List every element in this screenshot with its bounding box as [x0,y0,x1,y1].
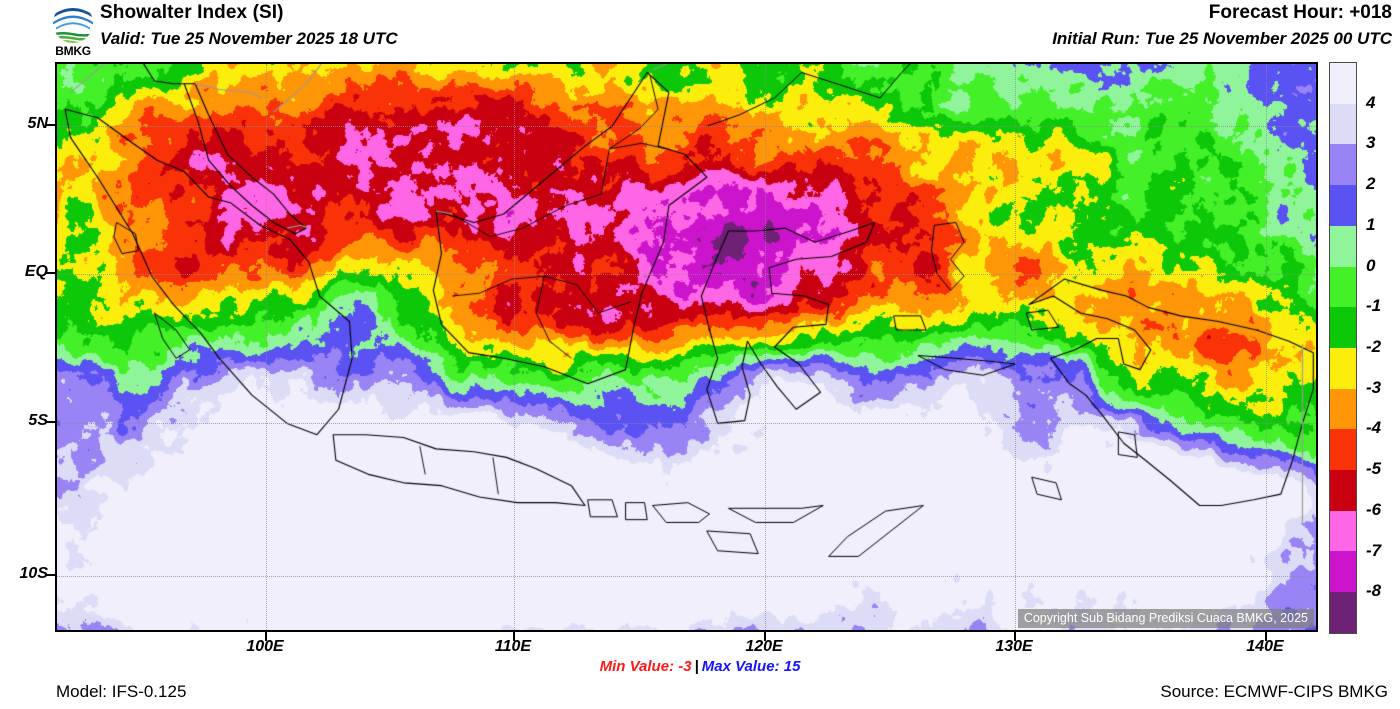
graticule-lat-5n [57,126,1316,127]
graticule-lon-130e [1015,64,1016,630]
colorbar-band-12 [1330,551,1356,593]
lon-tick-140e [1265,632,1267,641]
colorbar-label-neg7: -7 [1366,540,1382,560]
bmkg-logo: BMKG [47,2,99,60]
page-title: Showalter Index (SI) [100,2,284,23]
graticule-lon-120e [765,64,766,630]
colorbar-label-neg6: -6 [1366,499,1382,519]
lon-label-110e: 110E [494,638,532,655]
colorbar-band-9 [1330,429,1356,471]
lat-label-eq: EQ [24,263,48,280]
weather-map[interactable]: Copyright Sub Bidang Prediksi Cuaca BMKG… [55,62,1318,632]
colorbar-band-1 [1330,103,1356,145]
colorbar-band-11 [1330,510,1356,552]
colorbar-label-neg3: -3 [1366,377,1382,397]
lat-label-5n: 5N [27,115,48,132]
si-contour-field [57,64,1316,630]
lat-tick-5s [46,421,55,423]
colorbar-label-3: 3 [1366,133,1376,153]
graticule-lon-140e [1266,64,1267,630]
max-value-label: Max Value: [701,658,780,675]
graticule-lon-110e [514,64,515,630]
colorbar-band-6 [1330,307,1356,348]
lat-tick-5n [46,124,55,126]
colorbar-band-13 [1330,592,1356,633]
lon-tick-100e [265,632,267,641]
header-bar: BMKG Showalter Index (SI) Valid: Tue 25 … [0,0,1400,62]
graticule-lon-100e [266,64,267,630]
lon-tick-120e [764,632,766,641]
colorbar-band-2 [1330,144,1356,186]
colorbar-band-3 [1330,185,1356,226]
source-label: Source: ECMWF-CIPS BMKG [1160,682,1388,701]
colorbar-band-0 [1330,63,1356,104]
colorbar-band-7 [1330,347,1356,389]
lon-label-120e: 120E [745,638,783,655]
min-max-readout: Min Value: -3 | Max Value: 15 [0,658,1400,675]
lon-tick-130e [1014,632,1016,641]
bmkg-logo-mark [53,3,93,43]
minmax-separator: | [694,658,699,675]
colorbar-band-10 [1330,470,1356,511]
colorbar-label-0: 0 [1366,255,1376,275]
colorbar [1329,62,1357,634]
model-label: Model: IFS-0.125 [56,682,187,701]
colorbar-label-4: 4 [1366,92,1376,112]
graticule-lat-eq [57,274,1316,275]
bmkg-logo-text: BMKG [55,44,91,58]
lon-label-100e: 100E [246,638,284,655]
valid-time-label: Valid: Tue 25 November 2025 18 UTC [100,29,398,48]
copyright-watermark: Copyright Sub Bidang Prediksi Cuaca BMKG… [1017,609,1314,628]
colorbar-label-1: 1 [1366,214,1376,234]
colorbar-label-neg5: -5 [1366,459,1382,479]
colorbar-label-2: 2 [1366,174,1376,194]
forecast-hour-label: Forecast Hour: +018 [1208,2,1392,23]
colorbar-label-neg8: -8 [1366,581,1382,601]
colorbar-label-neg1: -1 [1366,296,1382,316]
footer-bar: Min Value: -3 | Max Value: 15 Model: IFS-0… [0,658,1400,709]
initial-run-label: Initial Run: Tue 25 November 2025 00 UTC [1052,29,1392,48]
lat-tick-eq [46,272,55,274]
header-left-block: Showalter Index (SI) Valid: Tue 25 Novem… [100,2,398,50]
lon-label-130e: 130E [995,638,1033,655]
lon-label-140e: 140E [1246,638,1284,655]
colorbar-band-4 [1330,225,1356,267]
colorbar-label-neg2: -2 [1366,337,1382,356]
graticule-lat-10s [57,576,1316,577]
min-value-label: Min Value: [599,658,675,675]
lat-tick-10s [46,574,55,576]
max-value: 15 [783,658,801,675]
colorbar-label-neg4: -4 [1366,418,1382,438]
graticule-lat-5s [57,423,1316,424]
colorbar-band-5 [1330,266,1356,308]
min-value: -3 [678,658,692,675]
lon-tick-110e [513,632,515,641]
colorbar-band-8 [1330,388,1356,430]
lat-label-5s: 5S [28,412,48,429]
lat-label-10s: 10S [19,565,48,582]
header-right-block: Forecast Hour: +018 Initial Run: Tue 25 … [1052,2,1392,50]
